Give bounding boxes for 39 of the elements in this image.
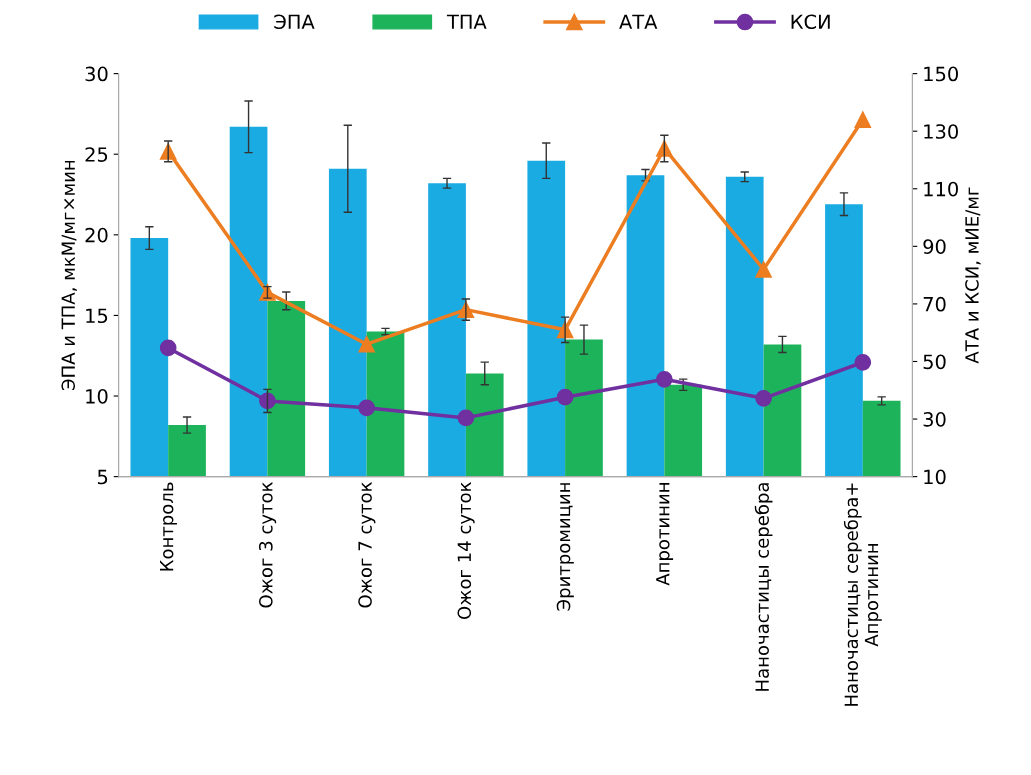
legend-label: ЭПА <box>274 14 315 30</box>
x-tick-label: Апротинин <box>656 483 674 586</box>
y2-tick-label: 10 <box>924 469 946 485</box>
legend-label: АТА <box>619 14 658 29</box>
x-tick-label: Ожог 3 суток <box>259 482 277 608</box>
y2-tick-label: 150 <box>924 66 958 82</box>
y2-tick-label: 90 <box>923 239 946 254</box>
y2-axis-title: АТА и КСИ, мИЕ/мг <box>965 187 981 364</box>
x-tick-label: Ожог 14 суток <box>457 482 475 620</box>
x-tick-label: Наночастицы серебра <box>754 483 773 691</box>
point <box>159 339 177 357</box>
y-tick-label: 10 <box>86 388 108 404</box>
point <box>755 389 772 407</box>
legend-label: КСИ <box>791 14 830 30</box>
x-tick-label: Контроль <box>160 482 177 571</box>
point <box>259 392 276 410</box>
y2-tick-label: 70 <box>923 296 946 312</box>
legend-label: ТПА <box>446 14 487 29</box>
point <box>556 388 574 406</box>
y-tick-label: 30 <box>85 66 108 82</box>
y2-tick-label: 30 <box>923 412 946 427</box>
x-tick-label: Наночастицы серебра+ Апротинин <box>843 483 882 706</box>
x-tick-label: Эритромицин <box>556 483 574 611</box>
point <box>656 370 673 388</box>
point <box>358 335 375 353</box>
point <box>457 409 475 427</box>
point <box>358 399 375 417</box>
point <box>755 261 772 278</box>
y-tick-label: 15 <box>86 308 108 324</box>
y-tick-label: 5 <box>97 469 108 485</box>
y-axis-title: ЭПА и ТПА, мкМ/мг×мин <box>61 160 77 391</box>
y2-tick-label: 130 <box>924 124 958 139</box>
y2-tick-label: 110 <box>924 181 958 197</box>
point <box>854 111 872 129</box>
y-tick-label: 20 <box>85 227 108 243</box>
x-tick-label: Ожог 7 суток <box>358 482 376 608</box>
y2-tick-label: 50 <box>923 354 946 370</box>
point <box>854 354 872 371</box>
y-tick-label: 25 <box>85 147 108 162</box>
